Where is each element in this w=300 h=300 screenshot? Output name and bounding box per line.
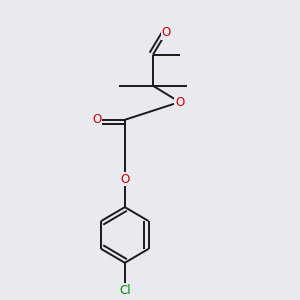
Text: Cl: Cl [119, 284, 130, 297]
Text: O: O [120, 172, 130, 185]
Text: O: O [175, 95, 184, 109]
Text: O: O [162, 26, 171, 39]
Text: O: O [92, 113, 101, 126]
